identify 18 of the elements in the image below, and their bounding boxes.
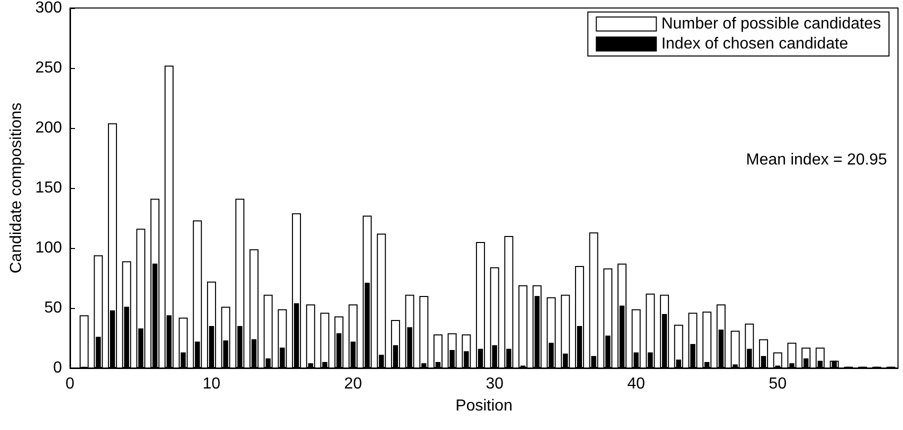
x-axis-title: Position: [456, 398, 512, 414]
x-tick-label: 30: [486, 376, 504, 392]
legend-label: Number of possible candidates: [661, 16, 882, 32]
x-tick-label: 20: [344, 376, 362, 392]
y-tick-label: 200: [35, 120, 62, 136]
annotation: Mean index = 20.95: [746, 152, 888, 168]
x-tick-label: 0: [66, 376, 75, 392]
y-tick-label: 100: [35, 240, 62, 256]
y-axis-title: Candidate compositions: [8, 102, 25, 274]
y-tick-label: 50: [44, 300, 62, 316]
y-tick-label: 0: [53, 360, 62, 376]
x-tick-label: 10: [202, 376, 221, 392]
legend-label: Index of chosen candidate: [661, 36, 848, 52]
y-tick-label: 150: [35, 180, 62, 196]
y-tick-label: 250: [35, 60, 62, 76]
x-tick-label: 40: [627, 376, 646, 392]
y-tick-label: 300: [35, 0, 62, 16]
x-tick-label: 50: [768, 376, 787, 392]
